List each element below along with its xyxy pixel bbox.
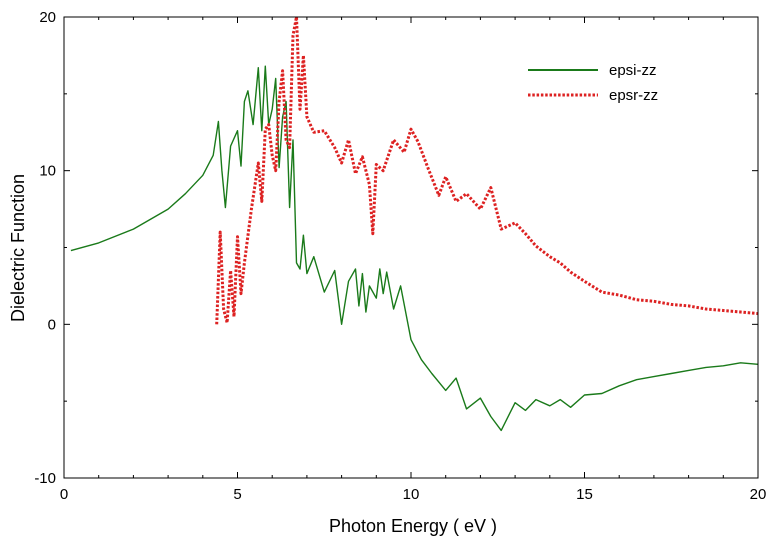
y-tick-label: 10 (39, 163, 56, 180)
x-tick-label: 5 (233, 486, 241, 503)
series-line-epsr-zz (215, 15, 759, 325)
y-tick-label: 0 (48, 316, 56, 333)
legend: epsi-zz epsr-zz (528, 62, 658, 104)
y-tick-label: -10 (34, 470, 56, 487)
x-axis-ticks: 0 5 10 15 20 (60, 17, 767, 503)
x-axis-title: Photon Energy ( eV ) (329, 516, 497, 536)
y-axis-ticks: -10 0 10 20 (34, 9, 758, 487)
x-tick-label: 20 (750, 486, 767, 503)
plot-frame (63, 16, 759, 479)
x-tick-label: 15 (576, 486, 593, 503)
series-layer (70, 15, 759, 432)
legend-label-epsi-zz: epsi-zz (609, 62, 657, 79)
x-tick-label: 0 (60, 486, 68, 503)
series-line-epsi-zz (70, 65, 759, 432)
legend-label-epsr-zz: epsr-zz (609, 87, 658, 104)
x-tick-label: 10 (403, 486, 420, 503)
y-axis-title: Dielectric Function (8, 174, 28, 322)
y-tick-label: 20 (39, 9, 56, 26)
